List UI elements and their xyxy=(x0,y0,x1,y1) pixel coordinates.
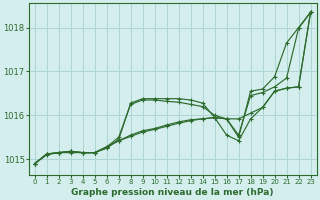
X-axis label: Graphe pression niveau de la mer (hPa): Graphe pression niveau de la mer (hPa) xyxy=(71,188,274,197)
